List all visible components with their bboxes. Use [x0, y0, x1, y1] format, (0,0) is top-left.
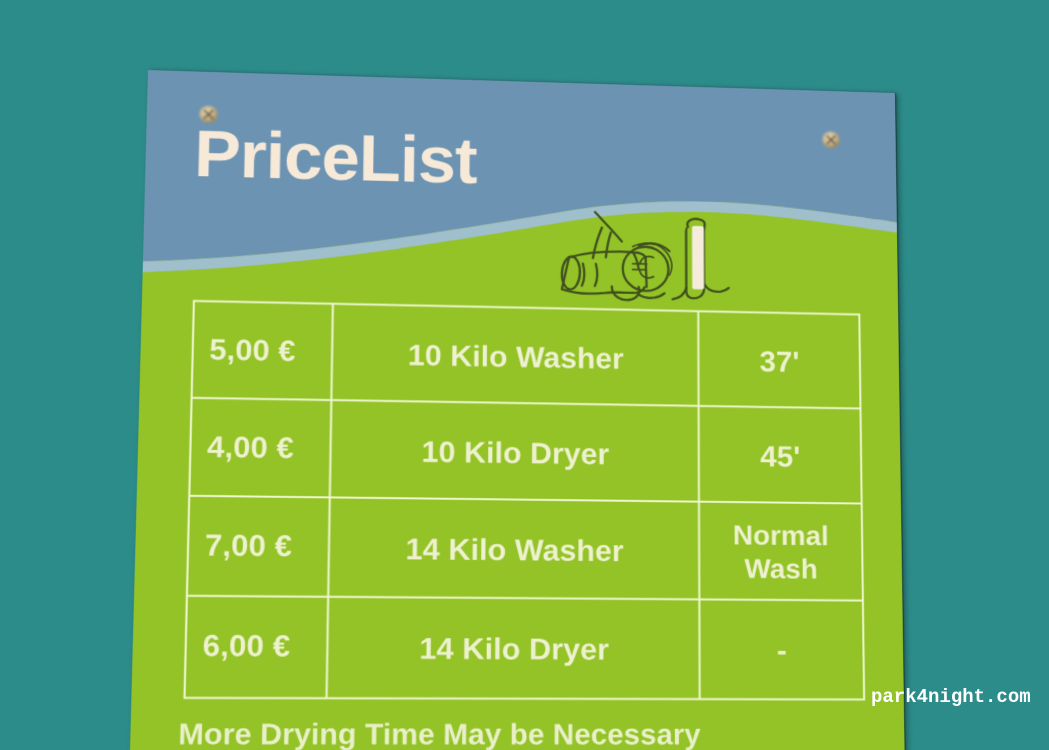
svg-text:5,00 €: 5,00 €	[209, 334, 296, 368]
svg-text:10 Kilo Washer: 10 Kilo Washer	[408, 339, 624, 375]
svg-text:More Drying Time May be Necess: More Drying Time May be Necessary	[178, 718, 701, 750]
svg-text:14 Kilo Washer: 14 Kilo Washer	[405, 533, 624, 568]
svg-text:Wash: Wash	[744, 553, 818, 584]
svg-text:45': 45'	[760, 441, 800, 474]
svg-text:14 Kilo Dryer: 14 Kilo Dryer	[419, 633, 609, 667]
svg-text:PriceList: PriceList	[193, 118, 477, 198]
svg-text:6,00 €: 6,00 €	[202, 629, 291, 663]
svg-text:4,00 €: 4,00 €	[207, 431, 295, 465]
svg-text:7,00 €: 7,00 €	[204, 529, 292, 563]
svg-text:37': 37'	[759, 346, 799, 379]
svg-text:-: -	[777, 635, 787, 668]
svg-text:10 Kilo Dryer: 10 Kilo Dryer	[421, 436, 609, 471]
svg-text:Normal: Normal	[733, 520, 829, 551]
